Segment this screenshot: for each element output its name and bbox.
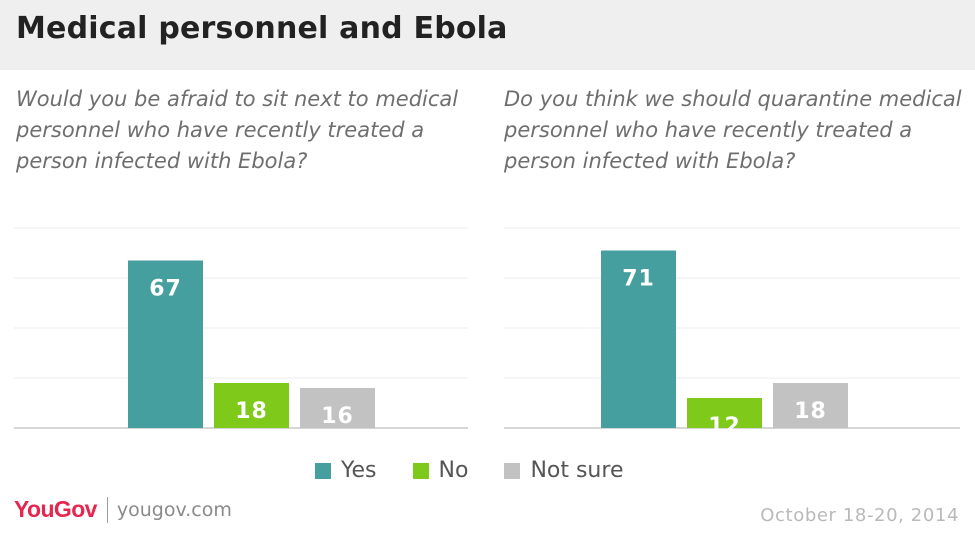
site-link[interactable]: yougov.com [116,498,232,521]
legend-item-no: No [412,458,469,483]
legend: Yes No Not sure [315,458,659,483]
bar-not-sure [773,383,848,428]
bar-label-no: 12 [708,414,741,439]
footer-brand: YouGov yougov.com [14,496,232,523]
legend-swatch-not-sure [504,462,521,479]
header-band: Medical personnel and Ebola [0,0,975,70]
bar-label-not-sure: 18 [794,399,827,424]
footer-separator [106,496,108,523]
legend-label-yes: Yes [341,458,377,483]
survey-date: October 18-20, 2014 [760,505,959,526]
yougov-logo: YouGov [14,496,97,522]
bar-no [687,398,762,428]
chart-title: Medical personnel and Ebola [16,11,508,46]
bar-yes [601,250,676,428]
bar-no [214,383,289,428]
legend-label-no: No [438,458,469,483]
bar-not-sure [300,388,375,428]
bar-yes [128,260,203,428]
legend-swatch-no [412,462,429,479]
bar-label-no: 18 [235,399,268,424]
bar-label-yes: 71 [622,267,655,292]
legend-swatch-yes [315,462,331,479]
bar-label-not-sure: 16 [321,404,354,429]
legend-label-not-sure: Not sure [530,458,624,483]
question-right: Do you think we should quarantine medica… [504,87,962,173]
legend-item-not-sure: Not sure [504,458,623,483]
legend-item-yes: Yes [315,458,377,483]
question-left: Would you be afraid to sit next to medic… [16,87,459,173]
bar-label-yes: 67 [149,277,182,302]
